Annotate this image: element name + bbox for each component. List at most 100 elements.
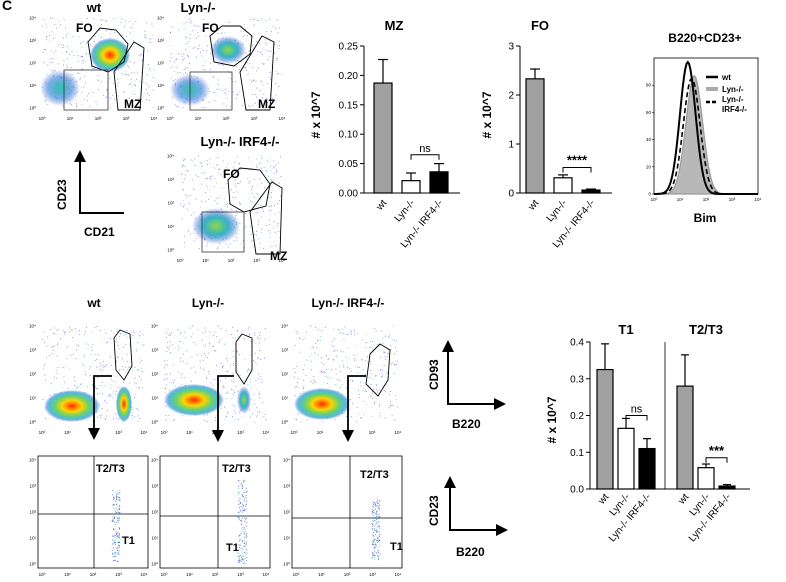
tick-label: 10³: [29, 348, 36, 353]
bar-T2/T3-Lyn-/- IRF4-/-: [718, 485, 736, 490]
tick-label: 10²: [157, 61, 164, 66]
y-tick-label: 0.3: [570, 374, 584, 385]
tick-label: 10³: [115, 572, 122, 577]
tick-label: 10⁰: [29, 562, 36, 567]
tick-label: 10¹: [29, 83, 36, 88]
y-tick-label: 2: [508, 91, 514, 102]
significance-label: ns: [419, 143, 431, 155]
tick-label: 10⁴: [279, 116, 286, 121]
significance-label: ****: [567, 153, 588, 168]
tick-label: 10³: [123, 116, 130, 121]
tick-label: 10²: [90, 572, 97, 577]
y-tick-label: 0.00: [339, 189, 359, 200]
tick-label: 10¹: [283, 536, 290, 541]
bottom-title-dko: Lyn-/- IRF4-/-: [312, 296, 385, 310]
y-tick-label: 3: [508, 42, 514, 53]
tick-label: 10³: [237, 430, 244, 435]
tick-label: 10²: [90, 430, 97, 435]
x-tick-label: Lyn-/-: [545, 198, 570, 224]
tick-label: 10¹: [29, 396, 36, 401]
y-axis-label: # x 10^7: [545, 396, 559, 443]
tick-label: 10¹: [318, 572, 325, 577]
x-tick-label: 10¹: [677, 197, 684, 202]
x-tick-label: 10⁰: [651, 197, 658, 202]
tick-label: 10¹: [202, 258, 209, 263]
tick-label: 10²: [167, 201, 174, 206]
significance-bracket: [410, 154, 440, 160]
chart-title-mz: MZ: [385, 18, 404, 33]
tick-label: 10⁰: [283, 562, 290, 567]
fo-label: FO: [76, 21, 93, 35]
quadrant-label-t1: T1: [226, 542, 239, 554]
tick-label: 10⁰: [151, 420, 158, 425]
axis-label-b220: B220: [456, 545, 485, 559]
y-tick-label: 0.1: [570, 448, 584, 459]
tick-label: 10⁴: [29, 458, 36, 463]
axis-label-b220: B220: [452, 417, 481, 431]
mz-gate: [113, 41, 145, 111]
y-tick-label: 60: [646, 110, 652, 115]
tick-label: 10⁰: [167, 248, 174, 253]
y-tick-label: 0.2: [570, 411, 584, 422]
quadrant-label-t2t3: T2/T3: [222, 463, 251, 475]
figure-panel-label: C: [2, 0, 13, 13]
tick-label: 10¹: [64, 430, 71, 435]
quadrant-label-t1: T1: [390, 541, 403, 553]
facs-title-wt: wt: [86, 0, 102, 15]
tick-label: 10²: [281, 372, 288, 377]
group-title-t1: T1: [618, 322, 633, 337]
legend-label: Lyn-/-: [722, 95, 744, 104]
y-axis-label: # x 10^7: [480, 91, 494, 138]
tick-label: 10⁴: [151, 458, 158, 463]
tick-label: 10²: [283, 510, 290, 515]
y-axis-label: # x 10^7: [309, 91, 323, 138]
y-tick-label: 80: [646, 83, 652, 88]
tick-label: 10⁰: [39, 430, 46, 435]
tick-label: 10¹: [281, 396, 288, 401]
tick-label: 10²: [151, 510, 158, 515]
series-wt: [654, 60, 758, 195]
significance-bracket: [625, 415, 648, 421]
tick-label: 10²: [151, 372, 158, 377]
tick-label: 10⁴: [141, 430, 148, 435]
tick-label: 10⁴: [263, 430, 270, 435]
tick-label: 10²: [29, 372, 36, 377]
cd23-b220-axes: CD23 B220: [427, 476, 508, 559]
tick-label: 10²: [29, 510, 36, 515]
tick-label: 10¹: [195, 116, 202, 121]
tick-label: 10⁴: [151, 324, 158, 329]
tick-label: 10³: [283, 484, 290, 489]
chart-t1-t2t3: T1 T2/T3 # x 10^7 0.00.10.20.30.4wtLyn-/…: [545, 322, 750, 544]
bar-Lyn-/-: [553, 177, 573, 194]
tick-label: 10¹: [151, 536, 158, 541]
facs-title-dko: Lyn-/- IRF4-/-: [201, 134, 280, 149]
y-tick-label: 0.4: [570, 338, 584, 349]
quadrant-label-t2t3: T2/T3: [96, 463, 125, 475]
y-tick-label: 0: [508, 189, 514, 200]
tick-label: 10⁰: [281, 420, 288, 425]
y-tick-label: 20: [646, 164, 652, 169]
x-tick-label: wt: [676, 492, 692, 508]
tick-label: 10⁰: [157, 106, 164, 111]
y-tick-label: 0.05: [339, 159, 359, 170]
tick-label: 10²: [228, 258, 235, 263]
tick-label: 10³: [281, 348, 288, 353]
y-tick-label: 0.25: [339, 42, 359, 53]
tick-label: 10¹: [186, 572, 193, 577]
x-tick-label: 10³: [729, 197, 736, 202]
fo-label: FO: [223, 167, 240, 181]
tick-label: 10⁰: [293, 572, 300, 577]
legend-label: Lyn-/-: [722, 85, 744, 94]
legend-label: IRF4-/-: [722, 105, 747, 114]
quadrant-dot-column: [371, 499, 381, 561]
tick-label: 10¹: [151, 396, 158, 401]
tick-label: 10³: [115, 430, 122, 435]
y-tick-label: 0.10: [339, 130, 359, 141]
tick-label: 10⁴: [151, 116, 158, 121]
tick-label: 10⁴: [157, 16, 164, 21]
